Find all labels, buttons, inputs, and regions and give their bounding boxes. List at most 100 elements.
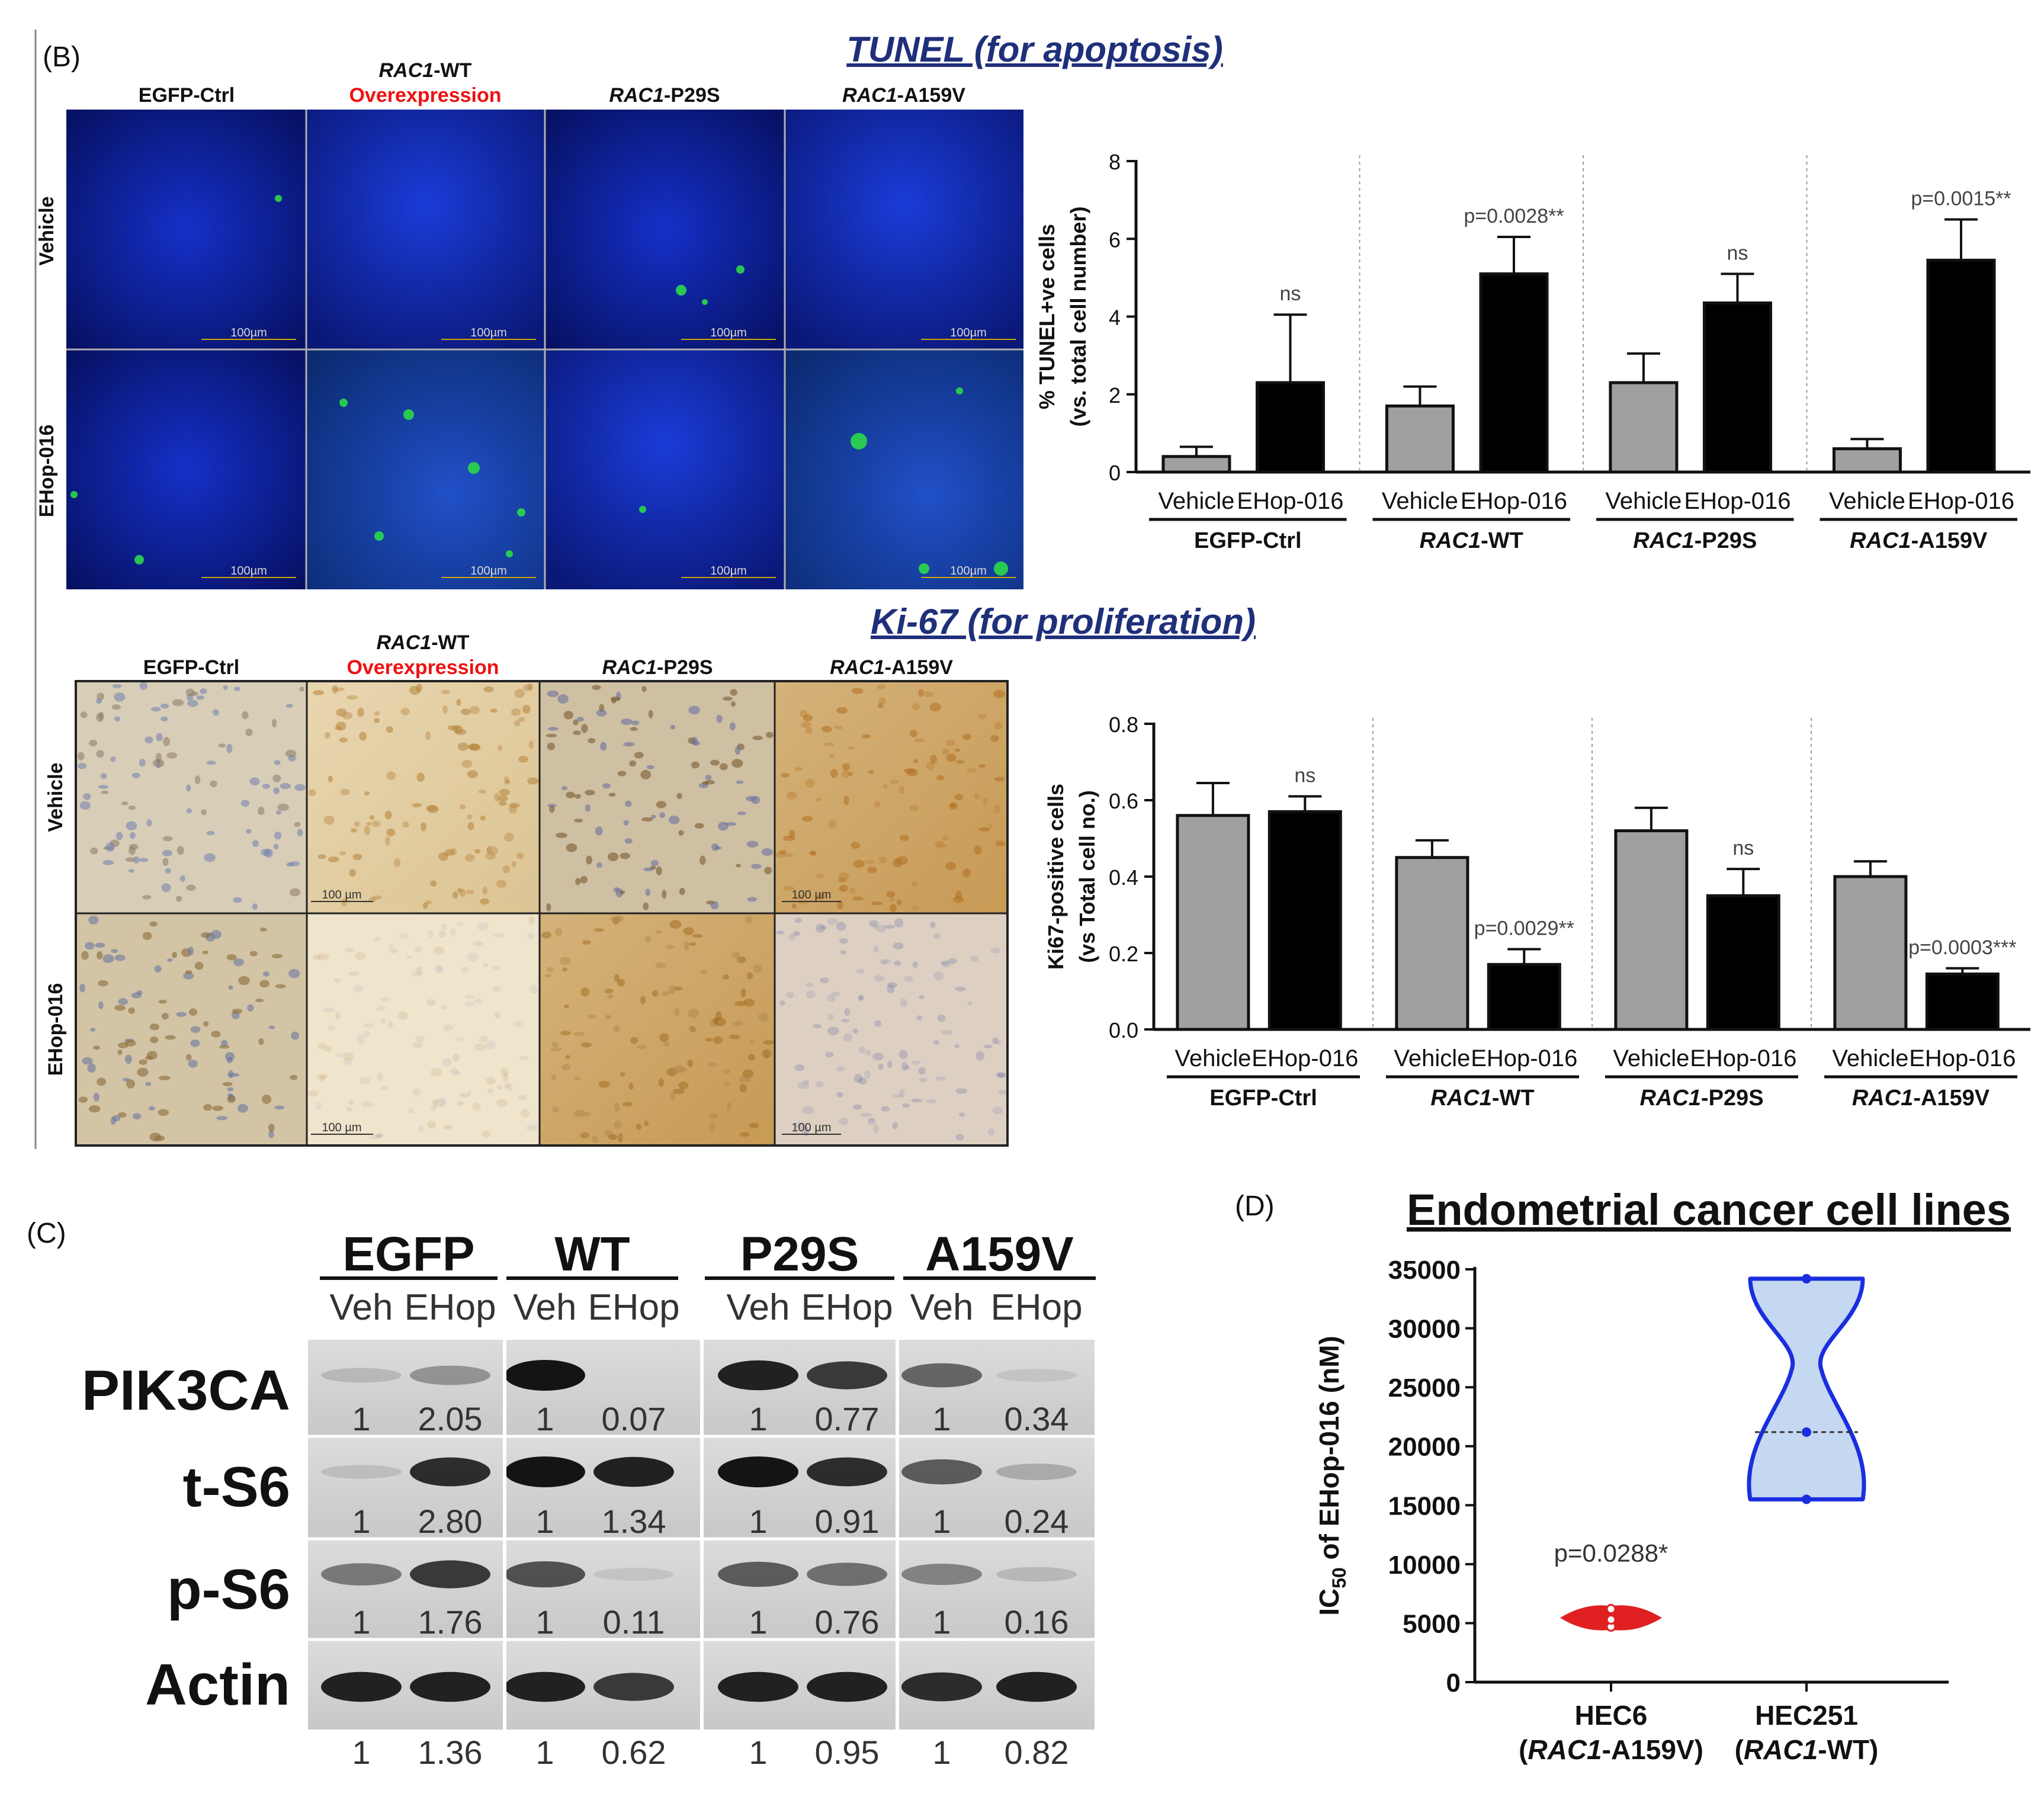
- nucleus: [467, 1090, 473, 1095]
- nucleus: [503, 833, 514, 842]
- column-header-italic: RAC1: [379, 59, 434, 82]
- nucleus: [319, 1074, 325, 1083]
- nucleus: [273, 787, 280, 794]
- nucleus: [630, 727, 638, 731]
- nucleus: [892, 1093, 903, 1098]
- nucleus: [504, 1083, 510, 1089]
- blot-quantification: 0.91: [815, 1503, 880, 1540]
- nucleus: [176, 896, 182, 902]
- nucleus: [364, 791, 370, 796]
- nucleus: [412, 1088, 421, 1097]
- nucleus: [121, 801, 129, 806]
- nucleus: [288, 968, 300, 978]
- y-tick-label: 0.6: [1109, 789, 1138, 813]
- nucleus: [456, 699, 461, 706]
- nucleus: [485, 1040, 496, 1050]
- nucleus: [631, 720, 640, 726]
- nucleus: [93, 1092, 100, 1102]
- blot-lane-label: Veh: [910, 1287, 974, 1328]
- nucleus: [494, 792, 500, 802]
- nucleus: [802, 1106, 814, 1115]
- nucleus: [620, 1071, 625, 1077]
- nucleus: [858, 1077, 867, 1085]
- nucleus: [899, 1089, 905, 1098]
- nucleus: [995, 840, 1005, 846]
- treatment-label: EHop-016: [1684, 488, 1790, 514]
- nucleus: [323, 1007, 335, 1013]
- nucleus: [441, 1005, 448, 1010]
- nucleus: [562, 967, 568, 972]
- nucleus: [522, 704, 531, 714]
- nucleus: [361, 1100, 374, 1108]
- nucleus: [271, 954, 283, 959]
- nucleus: [919, 995, 925, 1000]
- column-header: RAC1-A159V: [830, 656, 953, 679]
- nucleus: [374, 718, 380, 724]
- nucleus: [189, 1008, 198, 1016]
- nucleus: [573, 1032, 585, 1037]
- nucleus: [456, 922, 464, 926]
- nucleus: [546, 903, 551, 912]
- nucleus: [896, 900, 902, 906]
- violin-point: [1802, 1494, 1811, 1504]
- nucleus: [806, 990, 816, 999]
- blot-band: [901, 1459, 982, 1485]
- nucleus: [386, 828, 396, 837]
- tunel-image-p29s-ehop: [545, 349, 785, 589]
- nucleus: [274, 760, 281, 765]
- nucleus: [610, 696, 621, 701]
- nucleus: [341, 898, 347, 907]
- nucleus: [412, 971, 423, 977]
- nucleus: [415, 1035, 425, 1042]
- nucleus: [899, 785, 905, 794]
- blot-quantification: 0.76: [815, 1603, 880, 1641]
- nucleus: [334, 978, 341, 983]
- blot-band: [996, 1464, 1077, 1480]
- nucleus: [428, 930, 434, 938]
- treatment-label: EHop-016: [1252, 1045, 1358, 1071]
- blot-band: [807, 1361, 887, 1390]
- nucleus: [261, 848, 271, 856]
- ki67-image-p29s-ehop: [540, 913, 775, 1146]
- nucleus: [186, 808, 192, 814]
- nucleus: [862, 734, 871, 739]
- nucleus: [689, 942, 697, 946]
- nucleus: [90, 1028, 96, 1032]
- nucleus: [868, 1117, 875, 1123]
- nucleus: [206, 761, 216, 765]
- blot-quantification: 0.62: [602, 1734, 666, 1771]
- nucleus: [778, 850, 787, 855]
- nucleus: [547, 727, 559, 731]
- nucleus: [644, 1120, 649, 1127]
- blot-group-label: EGFP: [342, 1227, 474, 1281]
- blot-quantification: 1: [932, 1603, 951, 1641]
- nucleus: [227, 1095, 236, 1103]
- nucleus: [994, 777, 1005, 782]
- y-tick-label: 0.4: [1109, 865, 1138, 890]
- bar: [1609, 381, 1679, 474]
- nucleus: [791, 903, 797, 909]
- tunel-image-ctrl-vehicle: [66, 110, 306, 349]
- nucleus: [328, 1025, 335, 1031]
- nucleus: [914, 738, 925, 743]
- nucleus: [374, 711, 380, 716]
- nucleus: [317, 1042, 326, 1050]
- nucleus: [464, 994, 475, 999]
- nucleus: [566, 843, 577, 852]
- nucleus: [162, 858, 169, 867]
- nucleus: [868, 920, 879, 927]
- blot-row-label: PIK3CA: [82, 1359, 290, 1422]
- treatment-label: EHop-016: [1461, 488, 1567, 514]
- nucleus: [551, 1042, 559, 1047]
- blot-band: [505, 1456, 585, 1487]
- nucleus: [232, 1008, 243, 1014]
- scale-bar-label: 100µm: [230, 564, 267, 577]
- nucleus: [485, 1077, 496, 1085]
- nucleus: [386, 726, 394, 733]
- nucleus: [441, 923, 447, 930]
- nucleus: [878, 856, 887, 864]
- group-label-plain: EGFP-Ctrl: [1209, 1086, 1317, 1111]
- nucleus: [726, 1102, 732, 1111]
- group-label-plain: -P29S: [1701, 1086, 1764, 1111]
- nucleus: [636, 1045, 647, 1049]
